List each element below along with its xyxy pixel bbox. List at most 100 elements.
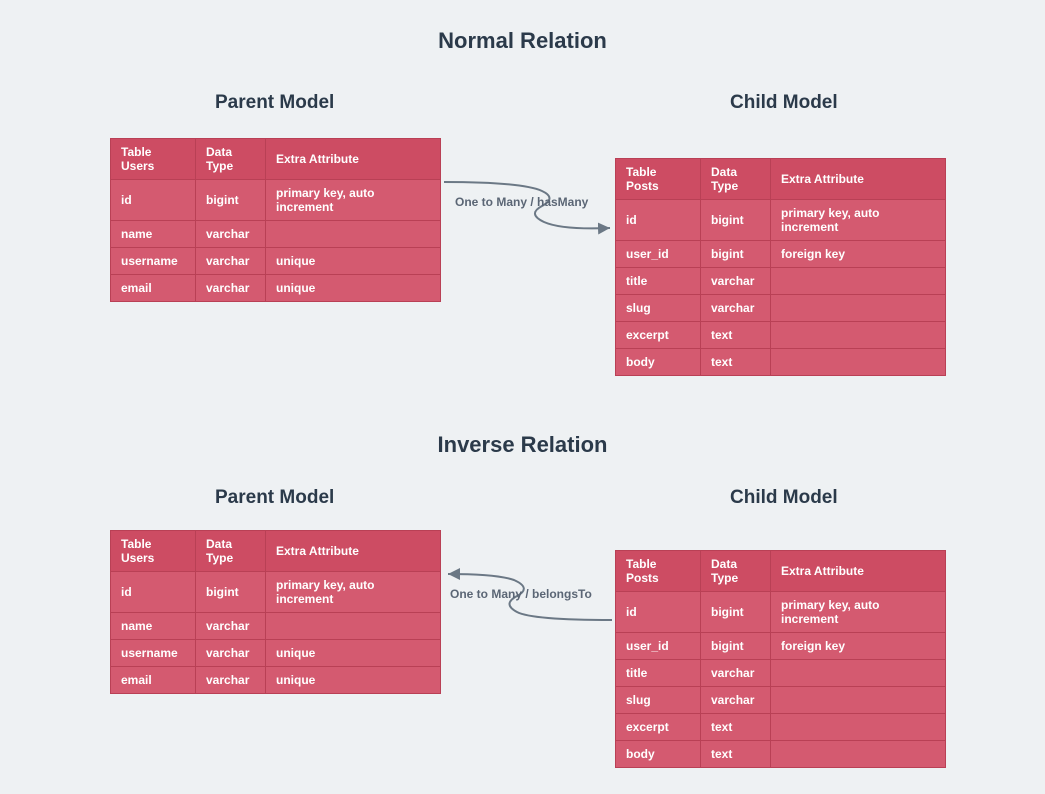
cell: varchar [701, 295, 771, 322]
relation-label-normal: One to Many / hasMany [455, 195, 588, 209]
cell [771, 660, 946, 687]
cell: varchar [196, 667, 266, 694]
cell: id [111, 180, 196, 221]
cell: varchar [701, 687, 771, 714]
cell: text [701, 349, 771, 376]
section-title-normal: Normal Relation [0, 28, 1045, 54]
col-header: Data Type [196, 531, 266, 572]
cell: user_id [616, 633, 701, 660]
child-model-title-inverse: Child Model [730, 487, 838, 509]
table-header-row: Table Users Data Type Extra Attribute [111, 139, 441, 180]
table-row: namevarchar [111, 613, 441, 640]
cell [771, 295, 946, 322]
cell: primary key, auto increment [266, 180, 441, 221]
col-header: Extra Attribute [771, 159, 946, 200]
col-header: Extra Attribute [771, 551, 946, 592]
cell: unique [266, 248, 441, 275]
cell: varchar [701, 660, 771, 687]
table-row: titlevarchar [616, 268, 946, 295]
col-header: Data Type [701, 551, 771, 592]
table-row: bodytext [616, 349, 946, 376]
table-row: slugvarchar [616, 295, 946, 322]
relation-label-inverse: One to Many / belongsTo [450, 587, 592, 601]
table-row: emailvarcharunique [111, 275, 441, 302]
table-row: idbigintprimary key, auto increment [111, 572, 441, 613]
parent-model-title-normal: Parent Model [215, 92, 334, 114]
cell [771, 687, 946, 714]
cell: unique [266, 667, 441, 694]
table-row: user_idbigintforeign key [616, 241, 946, 268]
cell: name [111, 221, 196, 248]
cell: id [616, 200, 701, 241]
cell [771, 322, 946, 349]
table-row: namevarchar [111, 221, 441, 248]
cell: name [111, 613, 196, 640]
cell: user_id [616, 241, 701, 268]
col-header: Data Type [701, 159, 771, 200]
cell [771, 714, 946, 741]
cell: varchar [196, 275, 266, 302]
table-header-row: Table Users Data Type Extra Attribute [111, 531, 441, 572]
cell: primary key, auto increment [771, 200, 946, 241]
col-header: Extra Attribute [266, 531, 441, 572]
cell: title [616, 660, 701, 687]
cell: text [701, 322, 771, 349]
cell: body [616, 349, 701, 376]
cell: username [111, 640, 196, 667]
section-title-inverse: Inverse Relation [0, 432, 1045, 458]
cell [771, 268, 946, 295]
cell: unique [266, 640, 441, 667]
cell: varchar [196, 221, 266, 248]
cell: slug [616, 295, 701, 322]
table-row: usernamevarcharunique [111, 248, 441, 275]
table-row: emailvarcharunique [111, 667, 441, 694]
cell: text [701, 714, 771, 741]
cell: body [616, 741, 701, 768]
cell: bigint [701, 241, 771, 268]
cell: bigint [701, 633, 771, 660]
parent-model-title-inverse: Parent Model [215, 487, 334, 509]
table-row: slugvarchar [616, 687, 946, 714]
cell: bigint [701, 200, 771, 241]
table-row: usernamevarcharunique [111, 640, 441, 667]
table-row: excerpttext [616, 714, 946, 741]
cell: email [111, 667, 196, 694]
cell: id [616, 592, 701, 633]
cell: varchar [701, 268, 771, 295]
table-row: bodytext [616, 741, 946, 768]
cell: bigint [196, 572, 266, 613]
col-header: Table Posts [616, 551, 701, 592]
table-row: idbigintprimary key, auto increment [616, 200, 946, 241]
cell [771, 349, 946, 376]
col-header: Table Users [111, 139, 196, 180]
col-header: Data Type [196, 139, 266, 180]
table-row: excerpttext [616, 322, 946, 349]
posts-table-inverse: Table Posts Data Type Extra Attribute id… [615, 550, 946, 768]
cell: varchar [196, 640, 266, 667]
cell: foreign key [771, 241, 946, 268]
cell [266, 613, 441, 640]
cell: varchar [196, 613, 266, 640]
col-header: Extra Attribute [266, 139, 441, 180]
cell: username [111, 248, 196, 275]
table-header-row: Table Posts Data Type Extra Attribute [616, 551, 946, 592]
table-row: user_idbigintforeign key [616, 633, 946, 660]
cell [771, 741, 946, 768]
cell: varchar [196, 248, 266, 275]
cell [266, 221, 441, 248]
table-header-row: Table Posts Data Type Extra Attribute [616, 159, 946, 200]
cell: primary key, auto increment [266, 572, 441, 613]
cell: excerpt [616, 714, 701, 741]
cell: slug [616, 687, 701, 714]
cell: email [111, 275, 196, 302]
child-model-title-normal: Child Model [730, 92, 838, 114]
table-row: idbigintprimary key, auto increment [111, 180, 441, 221]
cell: title [616, 268, 701, 295]
cell: primary key, auto increment [771, 592, 946, 633]
cell: unique [266, 275, 441, 302]
users-table-normal: Table Users Data Type Extra Attribute id… [110, 138, 441, 302]
col-header: Table Users [111, 531, 196, 572]
cell: bigint [196, 180, 266, 221]
cell: id [111, 572, 196, 613]
table-row: idbigintprimary key, auto increment [616, 592, 946, 633]
